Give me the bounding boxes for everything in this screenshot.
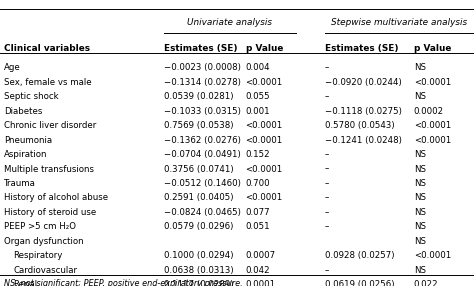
Text: –: – xyxy=(325,223,329,231)
Text: 0.3756 (0.0741): 0.3756 (0.0741) xyxy=(164,165,233,174)
Text: Estimates (SE): Estimates (SE) xyxy=(164,44,237,53)
Text: Age: Age xyxy=(4,63,20,72)
Text: 0.0579 (0.0296): 0.0579 (0.0296) xyxy=(164,223,233,231)
Text: Cardiovascular: Cardiovascular xyxy=(13,266,77,275)
Text: Organ dysfunction: Organ dysfunction xyxy=(4,237,83,246)
Text: 0.152: 0.152 xyxy=(246,150,270,159)
Text: –: – xyxy=(325,266,329,275)
Text: <0.0001: <0.0001 xyxy=(414,136,451,145)
Text: History of steroid use: History of steroid use xyxy=(4,208,96,217)
Text: −0.1241 (0.0248): −0.1241 (0.0248) xyxy=(325,136,401,145)
Text: Estimates (SE): Estimates (SE) xyxy=(325,44,398,53)
Text: NS: NS xyxy=(414,193,426,202)
Text: p Value: p Value xyxy=(414,44,451,53)
Text: 0.0638 (0.0313): 0.0638 (0.0313) xyxy=(164,266,233,275)
Text: Univariate analysis: Univariate analysis xyxy=(187,18,273,27)
Text: –: – xyxy=(325,208,329,217)
Text: –: – xyxy=(325,63,329,72)
Text: –: – xyxy=(325,193,329,202)
Text: Diabetes: Diabetes xyxy=(4,107,42,116)
Text: NS: NS xyxy=(414,208,426,217)
Text: 0.1117 (0.0289): 0.1117 (0.0289) xyxy=(164,280,233,286)
Text: 0.5780 (0.0543): 0.5780 (0.0543) xyxy=(325,121,394,130)
Text: Septic shock: Septic shock xyxy=(4,92,58,101)
Text: 0.0007: 0.0007 xyxy=(246,251,276,260)
Text: −0.0704 (0.0491): −0.0704 (0.0491) xyxy=(164,150,240,159)
Text: NS, not significant; PEEP, positive end-expiratory pressure.: NS, not significant; PEEP, positive end-… xyxy=(4,279,243,286)
Text: PEEP >5 cm H₂O: PEEP >5 cm H₂O xyxy=(4,223,76,231)
Text: <0.0001: <0.0001 xyxy=(246,121,283,130)
Text: −0.0920 (0.0244): −0.0920 (0.0244) xyxy=(325,78,401,87)
Text: −0.1362 (0.0276): −0.1362 (0.0276) xyxy=(164,136,240,145)
Text: −0.1118 (0.0275): −0.1118 (0.0275) xyxy=(325,107,401,116)
Text: −0.1314 (0.0278): −0.1314 (0.0278) xyxy=(164,78,240,87)
Text: 0.700: 0.700 xyxy=(246,179,270,188)
Text: –: – xyxy=(325,165,329,174)
Text: –: – xyxy=(325,92,329,101)
Text: 0.051: 0.051 xyxy=(246,223,270,231)
Text: <0.0001: <0.0001 xyxy=(246,165,283,174)
Text: 0.0619 (0.0256): 0.0619 (0.0256) xyxy=(325,280,394,286)
Text: <0.0001: <0.0001 xyxy=(246,193,283,202)
Text: NS: NS xyxy=(414,92,426,101)
Text: 0.2591 (0.0405): 0.2591 (0.0405) xyxy=(164,193,233,202)
Text: NS: NS xyxy=(414,266,426,275)
Text: 0.0539 (0.0281): 0.0539 (0.0281) xyxy=(164,92,233,101)
Text: 0.7569 (0.0538): 0.7569 (0.0538) xyxy=(164,121,233,130)
Text: <0.0001: <0.0001 xyxy=(414,251,451,260)
Text: −0.0824 (0.0465): −0.0824 (0.0465) xyxy=(164,208,240,217)
Text: Chronic liver disorder: Chronic liver disorder xyxy=(4,121,96,130)
Text: <0.0001: <0.0001 xyxy=(414,78,451,87)
Text: History of alcohol abuse: History of alcohol abuse xyxy=(4,193,108,202)
Text: <0.0001: <0.0001 xyxy=(414,121,451,130)
Text: –: – xyxy=(325,179,329,188)
Text: 0.004: 0.004 xyxy=(246,63,270,72)
Text: –: – xyxy=(325,150,329,159)
Text: Trauma: Trauma xyxy=(4,179,36,188)
Text: −0.1033 (0.0315): −0.1033 (0.0315) xyxy=(164,107,240,116)
Text: −0.0023 (0.0008): −0.0023 (0.0008) xyxy=(164,63,240,72)
Text: 0.001: 0.001 xyxy=(246,107,270,116)
Text: Pneumonia: Pneumonia xyxy=(4,136,52,145)
Text: 0.1000 (0.0294): 0.1000 (0.0294) xyxy=(164,251,233,260)
Text: NS: NS xyxy=(414,223,426,231)
Text: 0.0002: 0.0002 xyxy=(414,107,444,116)
Text: 0.0928 (0.0257): 0.0928 (0.0257) xyxy=(325,251,394,260)
Text: −0.0512 (0.1460): −0.0512 (0.1460) xyxy=(164,179,240,188)
Text: <0.0001: <0.0001 xyxy=(246,78,283,87)
Text: Stepwise multivariate analysis: Stepwise multivariate analysis xyxy=(331,18,467,27)
Text: 0.022: 0.022 xyxy=(414,280,438,286)
Text: p Value: p Value xyxy=(246,44,283,53)
Text: Clinical variables: Clinical variables xyxy=(4,44,90,53)
Text: 0.042: 0.042 xyxy=(246,266,270,275)
Text: 0.0001: 0.0001 xyxy=(246,280,276,286)
Text: NS: NS xyxy=(414,165,426,174)
Text: Multiple transfusions: Multiple transfusions xyxy=(4,165,94,174)
Text: NS: NS xyxy=(414,237,426,246)
Text: Sex, female vs male: Sex, female vs male xyxy=(4,78,91,87)
Text: Respiratory: Respiratory xyxy=(13,251,63,260)
Text: 0.055: 0.055 xyxy=(246,92,270,101)
Text: NS: NS xyxy=(414,63,426,72)
Text: NS: NS xyxy=(414,179,426,188)
Text: <0.0001: <0.0001 xyxy=(246,136,283,145)
Text: 0.077: 0.077 xyxy=(246,208,270,217)
Text: NS: NS xyxy=(414,150,426,159)
Text: Renal: Renal xyxy=(13,280,37,286)
Text: Aspiration: Aspiration xyxy=(4,150,47,159)
